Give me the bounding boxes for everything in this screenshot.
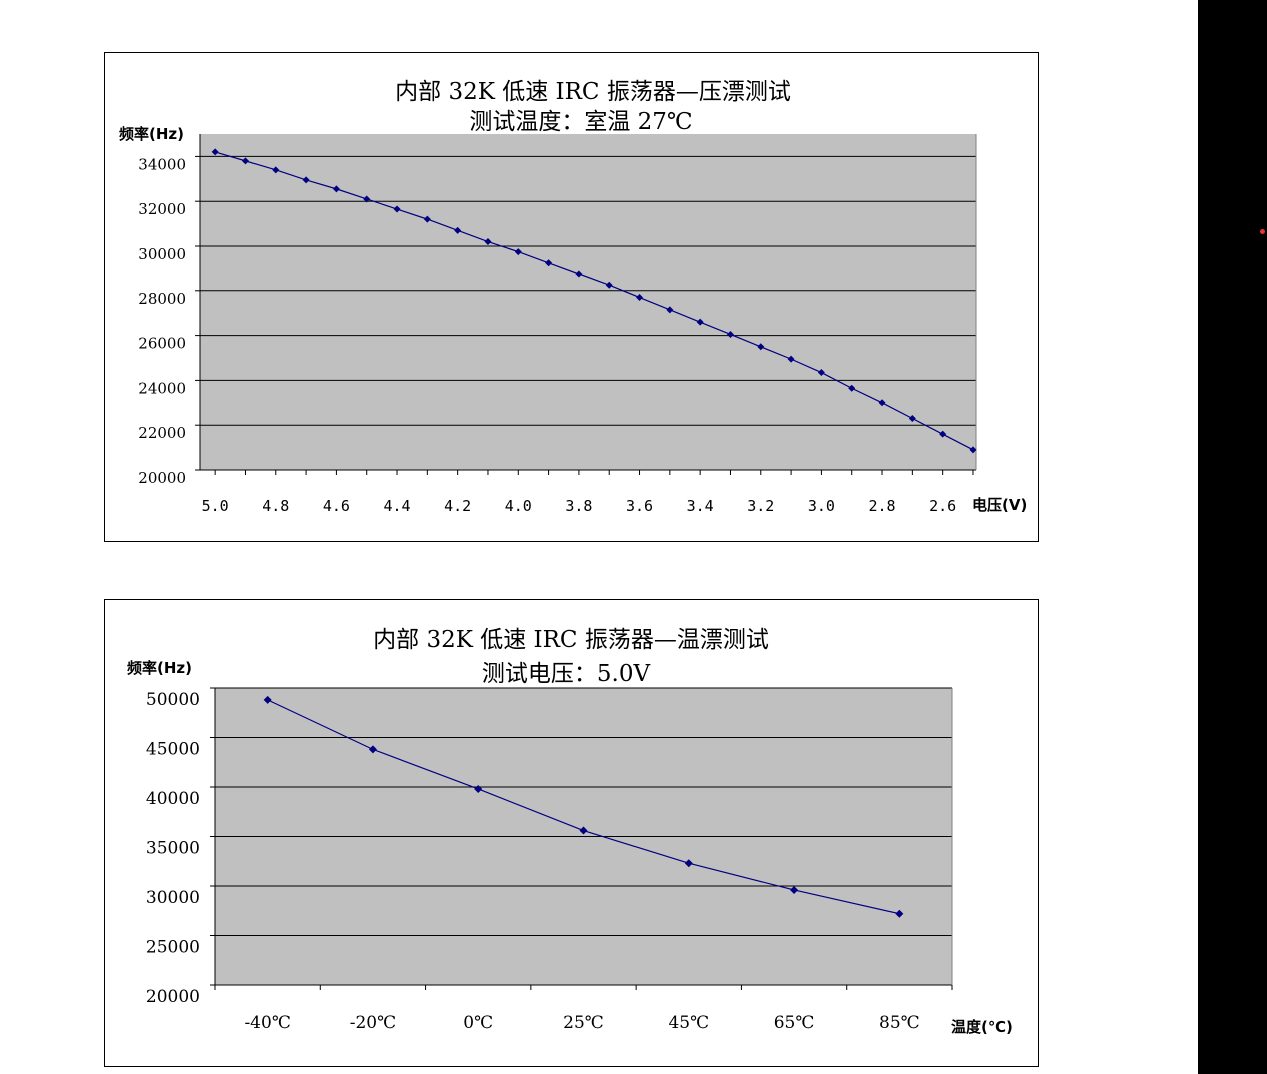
chart2-xtick-label: 25℃ <box>563 1013 604 1033</box>
chart2-xtick-label: 65℃ <box>774 1013 815 1033</box>
chart1-xtick-label: 4.6 <box>323 497 350 515</box>
chart1-data-point <box>757 343 765 351</box>
chart1-data-point <box>514 248 522 256</box>
chart1-xtick-label: 3.8 <box>565 497 592 515</box>
chart1-data-point <box>575 270 583 278</box>
chart1-ytick-label: 20000 <box>138 469 186 487</box>
chart2-data-point <box>263 695 272 704</box>
voltage-drift-chart: 内部 32K 低速 IRC 振荡器—压漂测试 测试温度：室温 27℃ 频率(Hz… <box>104 52 1039 542</box>
chart1-xtick-label: 3.6 <box>626 497 653 515</box>
chart2-xtick-label: -40℃ <box>244 1013 290 1033</box>
temperature-drift-chart: 内部 32K 低速 IRC 振荡器—温漂测试 测试电压：5.0V 频率(Hz) … <box>104 599 1039 1067</box>
chart2-data-point <box>474 784 483 793</box>
chart1-data-point <box>272 166 280 174</box>
chart1-ytick-label: 24000 <box>138 379 186 397</box>
chart1-data-point <box>423 215 431 223</box>
chart2-title: 内部 32K 低速 IRC 振荡器—温漂测试 <box>373 627 769 653</box>
chart1-ytick-label: 26000 <box>138 335 186 353</box>
chart2-xtick-label: 45℃ <box>668 1013 709 1033</box>
chart2-xtick-label: -20℃ <box>350 1013 396 1033</box>
chart1-data-point <box>817 369 825 377</box>
voltage-drift-chart-svg: 内部 32K 低速 IRC 振荡器—压漂测试 测试温度：室温 27℃ 频率(Hz… <box>119 79 1027 515</box>
chart1-xlabel: 电压(V) <box>972 496 1027 514</box>
chart1-data-point <box>939 430 947 438</box>
chart1-series-line <box>214 151 974 451</box>
chart2-subtitle: 测试电压：5.0V <box>482 661 651 687</box>
chart1-data-point <box>848 384 856 392</box>
chart1-title: 内部 32K 低速 IRC 振荡器—压漂测试 <box>395 79 791 105</box>
chart1-xtick-label: 4.2 <box>444 497 471 515</box>
chart2-xtick-label: 85℃ <box>879 1013 920 1033</box>
chart1-data-point <box>393 205 401 213</box>
chart1-xtick-label: 4.4 <box>383 497 410 515</box>
chart2-ytick-label: 30000 <box>146 888 200 908</box>
red-dot-marker <box>1260 229 1265 234</box>
chart1-data-point <box>636 294 644 302</box>
right-black-strip <box>1198 0 1267 1074</box>
chart1-xtick-label: 3.2 <box>747 497 774 515</box>
chart2-data-point <box>684 859 693 868</box>
chart1-data-point <box>666 306 674 314</box>
chart1-data-point <box>605 281 613 289</box>
chart1-ylabel: 频率(Hz) <box>119 125 184 143</box>
chart1-data-point <box>454 226 462 234</box>
chart1-ytick-label: 28000 <box>138 290 186 308</box>
chart2-xtick-label: 0℃ <box>463 1013 493 1033</box>
chart2-ytick-label: 35000 <box>146 839 200 859</box>
chart1-data-point <box>484 238 492 246</box>
chart2-data-point <box>790 885 799 894</box>
chart1-xtick-label: 4.8 <box>262 497 289 515</box>
chart2-ytick-label: 25000 <box>146 938 200 958</box>
chart1-data-point <box>696 318 704 326</box>
chart1-data-point <box>969 446 977 454</box>
chart1-xtick-label: 3.0 <box>808 497 835 515</box>
chart1-data-point <box>545 259 553 267</box>
chart1-xtick-label: 2.6 <box>929 497 956 515</box>
chart1-xtick-label: 2.8 <box>868 497 895 515</box>
chart2-data-point <box>579 826 588 835</box>
chart1-data-point <box>878 399 886 407</box>
chart2-xlabel: 温度(℃) <box>951 1018 1013 1036</box>
chart2-data-point <box>368 745 377 754</box>
chart1-data-point <box>302 176 310 184</box>
temperature-drift-chart-svg: 内部 32K 低速 IRC 振荡器—温漂测试 测试电压：5.0V 频率(Hz) … <box>127 627 1013 1036</box>
chart1-data-point <box>363 195 371 203</box>
chart1-ytick-label: 30000 <box>138 245 186 263</box>
chart2-data-point <box>895 909 904 918</box>
chart1-data-point <box>211 148 219 156</box>
chart1-ytick-label: 34000 <box>138 155 186 173</box>
chart2-ytick-label: 45000 <box>146 740 200 760</box>
chart1-data-point <box>332 185 340 193</box>
chart1-xtick-label: 5.0 <box>202 497 229 515</box>
chart2-ylabel: 频率(Hz) <box>127 659 192 677</box>
chart1-ytick-label: 32000 <box>138 200 186 218</box>
chart1-xtick-label: 4.0 <box>505 497 532 515</box>
chart1-data-point <box>787 355 795 363</box>
chart1-xtick-label: 3.4 <box>687 497 714 515</box>
chart1-data-point <box>908 414 916 422</box>
chart1-ytick-label: 22000 <box>138 424 186 442</box>
chart1-data-point <box>241 157 249 165</box>
chart2-ytick-label: 40000 <box>146 789 200 809</box>
chart2-ytick-label: 20000 <box>146 987 200 1007</box>
chart1-data-point <box>726 330 734 338</box>
chart2-ytick-label: 50000 <box>146 690 200 710</box>
chart1-subtitle: 测试温度：室温 27℃ <box>469 109 692 135</box>
chart1-plot-area <box>200 134 976 470</box>
